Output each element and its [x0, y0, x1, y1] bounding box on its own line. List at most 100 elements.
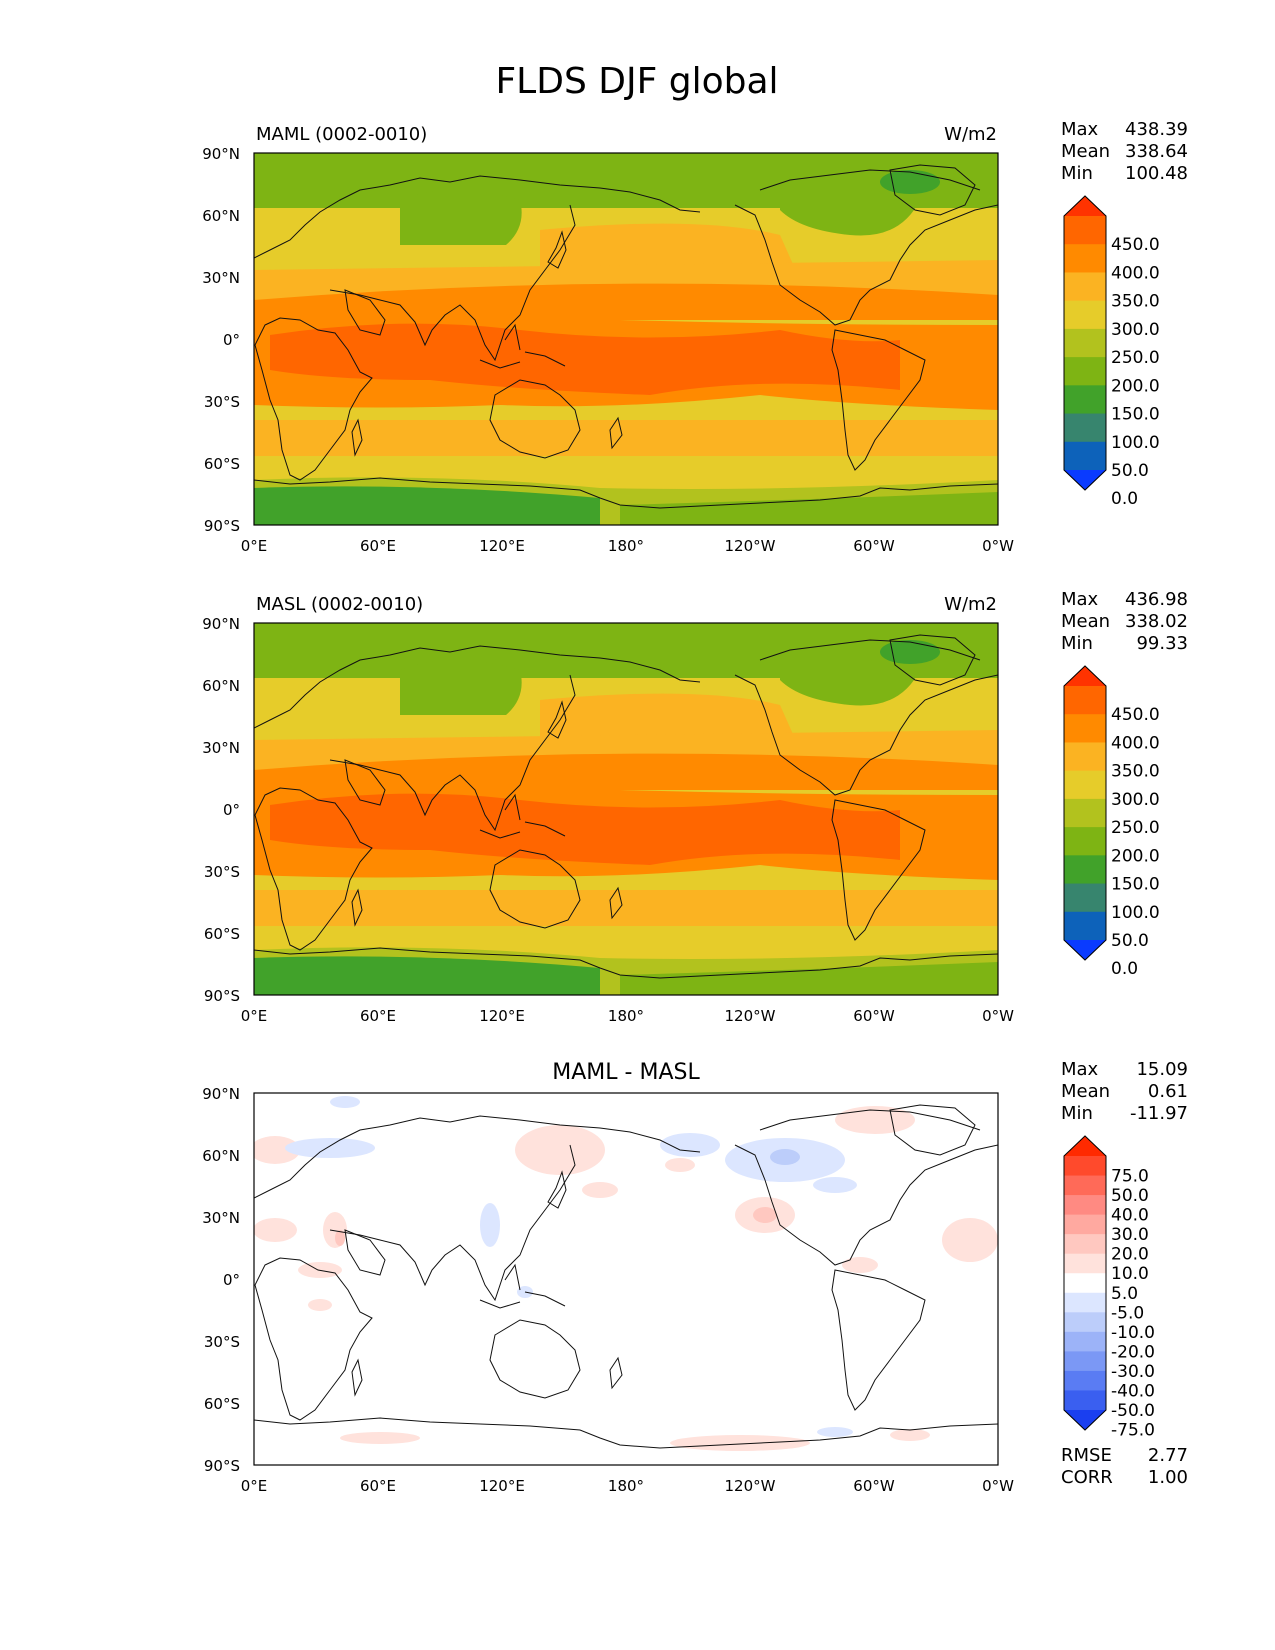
colorbar-tick-label: 300.0 [1111, 320, 1160, 340]
lon-tick: 120°E [479, 1007, 525, 1025]
stat-value-max: 15.09 [1136, 1059, 1188, 1080]
colorbar-segment [1064, 855, 1106, 885]
colorbar: 75.050.040.030.020.010.05.0-5.0-10.0-20.… [1063, 1135, 1155, 1441]
lat-tick: 60°N [202, 207, 240, 225]
map-field-difference [254, 1093, 998, 1465]
map-panel-difference: MAML - MASL 90°N 60°N 30°N 0° 30°S 60°S … [202, 1059, 1188, 1495]
colorbar-tick-label: 150.0 [1111, 875, 1160, 895]
colorbar-segment [1064, 216, 1106, 245]
colorbar-tick-label: 450.0 [1111, 235, 1160, 255]
lon-tick: 180° [608, 537, 644, 555]
colorbar: 450.0 400.0 350.0 300.0 250.0 200.0 150.0 100.0… [1063, 195, 1160, 509]
colorbar-tick-label: 300.0 [1111, 790, 1160, 810]
lon-tick: 120°W [725, 1007, 776, 1025]
stat-value-max: 438.39 [1125, 119, 1188, 140]
colorbar-tick-label: 100.0 [1111, 903, 1160, 923]
colorbar-segment [1064, 1214, 1106, 1235]
colorbar-tick-label: 40.0 [1111, 1206, 1149, 1226]
colorbar-tick-label: 75.0 [1111, 1167, 1149, 1187]
colorbar-segment [1064, 1370, 1106, 1391]
colorbar-tick-label: -20.0 [1111, 1342, 1155, 1362]
colorbar-segment [1064, 1331, 1106, 1352]
x-axis-labels: 0°E 60°E 120°E 180° 120°W 60°W 0°W [241, 1007, 1014, 1025]
colorbar: 450.0 400.0 350.0 300.0 250.0 200.0 150.0 100.0… [1063, 665, 1160, 979]
lon-tick: 60°E [360, 1007, 396, 1025]
colorbar-segment [1064, 827, 1106, 856]
colorbar-tick-label: 350.0 [1111, 292, 1160, 312]
colorbar-segment [1064, 1351, 1106, 1372]
colorbar-tick-label: 400.0 [1111, 733, 1160, 753]
colorbar-extend-min [1064, 470, 1106, 490]
colorbar-tick-label: -30.0 [1111, 1362, 1155, 1382]
lat-tick: 90°S [204, 987, 240, 1005]
colorbar-segment [1064, 357, 1106, 386]
colorbar-outline [1063, 1135, 1107, 1431]
y-axis-labels: 90°N 60°N 30°N 0° 30°S 60°S 90°S [202, 615, 240, 1005]
colorbar-segment [1064, 244, 1106, 273]
lon-tick: 180° [608, 1007, 644, 1025]
panel-center-title: MAML - MASL [552, 1060, 700, 1085]
lon-tick: 0°E [241, 1477, 268, 1495]
lat-tick: 30°S [204, 393, 240, 411]
lon-tick: 120°W [725, 1477, 776, 1495]
stat-value-corr: 1.00 [1148, 1467, 1188, 1488]
panel-left-title: MAML (0002-0010) [256, 124, 427, 145]
lon-tick: 120°W [725, 537, 776, 555]
colorbar-segment [1064, 272, 1106, 302]
map-frame [253, 1092, 999, 1466]
colorbar-extend-min [1064, 1410, 1106, 1430]
stat-value-mean: 338.64 [1125, 141, 1188, 162]
colorbar-tick-label: -5.0 [1111, 1303, 1144, 1323]
colorbar-segment [1064, 1195, 1106, 1216]
colorbar-extend-max [1064, 1136, 1106, 1156]
colorbar-segment [1064, 1175, 1106, 1196]
lat-tick: 0° [223, 1271, 240, 1289]
lon-tick: 0°W [982, 1007, 1014, 1025]
lat-tick: 90°N [202, 145, 240, 163]
y-axis-labels: 90°N 60°N 30°N 0° 30°S 60°S 90°S [202, 145, 240, 535]
colorbar-tick-label: 250.0 [1111, 818, 1160, 838]
stat-label-max: Max [1061, 1059, 1099, 1080]
colorbar-tick-label: -75.0 [1111, 1421, 1155, 1441]
lat-tick: 60°N [202, 677, 240, 695]
stat-value-rmse: 2.77 [1148, 1445, 1188, 1466]
lat-tick: 30°S [204, 863, 240, 881]
stat-label-mean: Mean [1061, 611, 1110, 632]
stat-value-mean: 0.61 [1148, 1081, 1188, 1102]
stat-label-min: Min [1061, 163, 1093, 184]
colorbar-tick-label: 30.0 [1111, 1225, 1149, 1245]
colorbar-segment [1064, 883, 1106, 913]
lon-tick: 0°E [241, 537, 268, 555]
lat-tick: 90°S [204, 1457, 240, 1475]
stat-label-mean: Mean [1061, 141, 1110, 162]
lat-tick: 60°S [204, 1395, 240, 1413]
lat-tick: 30°N [202, 739, 240, 757]
colorbar-tick-label: 200.0 [1111, 376, 1160, 396]
lon-tick: 60°E [360, 537, 396, 555]
colorbar-segment [1064, 798, 1106, 828]
colorbar-tick-label: 100.0 [1111, 433, 1160, 453]
colorbar-segment [1064, 441, 1106, 471]
lon-tick: 60°W [853, 1007, 895, 1025]
lon-tick: 60°W [853, 537, 895, 555]
map-frame [253, 622, 999, 996]
colorbar-tick-label: -10.0 [1111, 1323, 1155, 1343]
stat-label-corr: CORR [1061, 1467, 1113, 1488]
figure-title: FLDS DJF global [495, 61, 778, 102]
colorbar-tick-label: -40.0 [1111, 1381, 1155, 1401]
colorbar-tick-label: 0.0 [1111, 489, 1138, 509]
lat-tick: 30°S [204, 1333, 240, 1351]
rmse-corr-block: RMSE 2.77 CORR 1.00 [1061, 1445, 1188, 1488]
stat-value-min: 100.48 [1125, 163, 1188, 184]
lat-tick: 0° [223, 331, 240, 349]
map-panel-masl: MASL (0002-0010) W/m2 90°N 60°N 30°N 0° … [202, 589, 1188, 1025]
lon-tick: 0°W [982, 1477, 1014, 1495]
map-frame [253, 152, 999, 526]
lon-tick: 120°E [479, 1477, 525, 1495]
colorbar-segment [1064, 770, 1106, 800]
lat-tick: 60°S [204, 455, 240, 473]
stat-label-min: Min [1061, 1103, 1093, 1124]
colorbar-segment [1064, 385, 1106, 415]
colorbar-segment [1064, 328, 1106, 358]
